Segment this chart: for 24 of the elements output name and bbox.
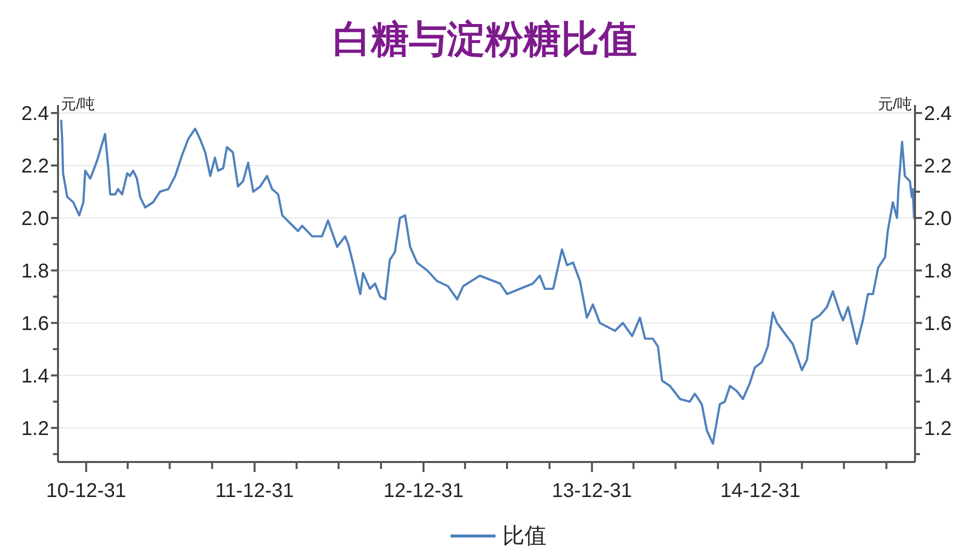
y-tick-label: 2.0: [21, 208, 49, 230]
x-tick-label: 10-12-31: [46, 480, 126, 502]
x-tick-label: 11-12-31: [215, 480, 294, 502]
y-tick-label: 1.8: [21, 260, 49, 282]
legend: 比值: [450, 523, 546, 548]
y2-tick-label: 1.8: [924, 260, 952, 282]
chart-title: 白糖与淀粉糖比值: [333, 19, 637, 61]
y2-tick-label: 1.6: [924, 312, 952, 335]
y2-tick-label: 2.2: [924, 155, 952, 178]
y-tick-label: 1.2: [21, 418, 49, 440]
y-tick-label: 2.2: [21, 155, 49, 178]
legend-label: 比值: [502, 523, 546, 548]
y2-tick-label: 1.2: [924, 418, 952, 440]
x-tick-label: 13-12-31: [552, 480, 632, 502]
y2-tick-label: 1.4: [924, 365, 952, 388]
y2-tick-label: 2.0: [924, 208, 952, 230]
x-tick-label: 14-12-31: [720, 480, 800, 502]
y-axis-title: 元/吨: [61, 96, 96, 113]
y-tick-label: 1.4: [21, 365, 49, 388]
y2-tick-label: 2.4: [924, 103, 952, 125]
y-tick-label: 2.4: [21, 103, 49, 125]
y-tick-label: 1.6: [21, 312, 49, 335]
x-tick-label: 12-12-31: [383, 480, 464, 502]
y2-axis-title: 元/吨: [878, 96, 912, 113]
